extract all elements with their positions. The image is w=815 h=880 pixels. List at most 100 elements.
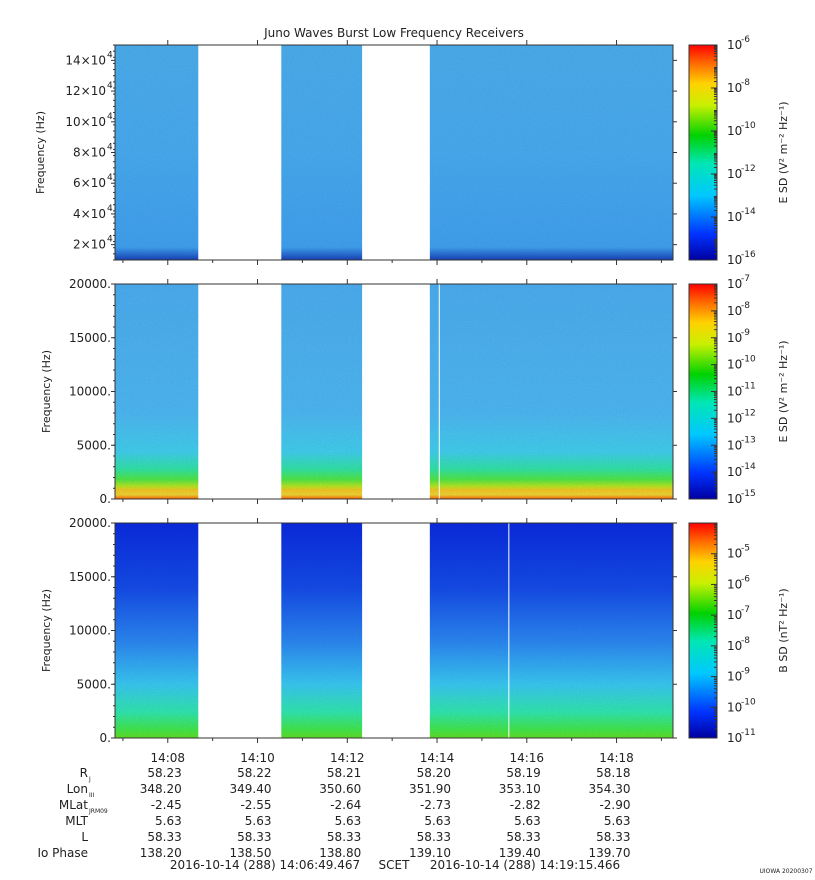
colorbar-tick-base: 10	[727, 331, 742, 345]
ephemeris-row-subscript: III	[89, 792, 95, 799]
colorbar-tick-base: 10	[727, 304, 742, 318]
colorbar-tick-exponent: -5	[741, 544, 750, 554]
y-axis-label: Frequency (Hz)	[40, 589, 53, 672]
colorbar	[688, 522, 718, 739]
colorbar-tick-base: 10	[727, 492, 742, 506]
ephemeris-table: R J 58.23 58.22 58.21 58.20 58.19 58.18 Lon III 34…	[37, 766, 630, 860]
ephemeris-value: 351.90	[409, 782, 451, 796]
colorbar-tick-base: 10	[727, 124, 742, 138]
ephemeris-value: 348.20	[140, 782, 182, 796]
ephemeris-value: 58.18	[596, 766, 630, 780]
spectrogram-noise	[429, 284, 673, 499]
colorbar-tick-exponent: -12	[741, 408, 756, 418]
panel-2: 0. 5000. 10000. 15000. 20000. Frequency (Hz) 1…	[40, 274, 790, 506]
colorbar-tick-exponent: -14	[741, 207, 756, 217]
ephemeris-row-subscript: JRM09	[88, 808, 108, 815]
colorbar-tick-exponent: -9	[741, 328, 750, 338]
colorbar-tick-base: 10	[727, 547, 742, 561]
colorbar-tick-exponent: -7	[741, 605, 750, 615]
y-tick-label: 6×10	[73, 176, 106, 190]
colorbar-tick-base: 10	[727, 438, 742, 452]
ephemeris-row-label: R	[80, 766, 88, 780]
ephemeris-value: -2.90	[599, 798, 630, 812]
colorbar-tick-base: 10	[727, 167, 742, 181]
colorbar-tick-exponent: -6	[741, 574, 750, 584]
panel-1: 2×10 44×10 46×10 48×10 410×10 412×10 414×10 4Fr…	[34, 35, 790, 267]
y-axis-label: Frequency (Hz)	[34, 111, 47, 194]
ephemeris-value: 58.19	[506, 766, 540, 780]
y-tick-exponent: 4	[107, 235, 113, 245]
y-tick-label: 14×10	[65, 53, 106, 67]
y-tick-label: 2×10	[73, 238, 106, 252]
time-axis: 14:08 14:10 14:12 14:14 14:16 14:18	[122, 40, 662, 765]
ephemeris-value: 58.23	[147, 766, 181, 780]
colorbar-tick-base: 10	[727, 411, 742, 425]
colorbar-tick-base: 10	[727, 670, 742, 684]
colorbar-tick-exponent: -13	[741, 435, 756, 445]
ephemeris-value: 349.40	[230, 782, 272, 796]
ephemeris-value: 58.33	[596, 830, 630, 844]
figure-title: Juno Waves Burst Low Frequency Receivers	[263, 26, 524, 40]
ephemeris-value: 139.10	[409, 846, 451, 860]
colorbar-tick-base: 10	[727, 700, 742, 714]
ephemeris-value: 58.33	[237, 830, 271, 844]
panel-3: 0. 5000. 10000. 15000. 20000. Frequency (Hz) 1…	[40, 516, 790, 745]
y-tick-exponent: 4	[107, 204, 113, 214]
y-axis-label: Frequency (Hz)	[40, 350, 53, 433]
colorbar-tick-base: 10	[727, 465, 742, 479]
ephemeris-row-label: MLT	[65, 814, 88, 828]
ephemeris-value: -2.82	[510, 798, 541, 812]
ephemeris-value: 58.22	[237, 766, 271, 780]
x-tick-label: 14:16	[509, 751, 544, 765]
y-tick-label: 0.	[100, 492, 111, 506]
y-tick-label: 15000.	[69, 570, 111, 584]
y-tick-exponent: 4	[107, 143, 113, 153]
colorbar-tick-exponent: -11	[741, 728, 756, 738]
y-tick-label: 20000.	[69, 516, 111, 530]
colorbar-tick-exponent: -12	[741, 164, 756, 174]
colorbar-tick-exponent: -10	[741, 697, 756, 707]
spectrogram-noise	[115, 284, 199, 499]
spectrogram-noise	[115, 45, 199, 260]
y-tick-exponent: 4	[107, 81, 113, 91]
ephemeris-value: 5.63	[155, 814, 182, 828]
x-tick-label: 14:18	[599, 751, 634, 765]
ephemeris-value: 58.33	[506, 830, 540, 844]
ephemeris-value: 58.33	[417, 830, 451, 844]
colorbar-tick-base: 10	[727, 358, 742, 372]
colorbar-tick-base: 10	[727, 277, 742, 291]
ephemeris-value: 354.30	[589, 782, 631, 796]
ephemeris-row-label: Lon	[67, 782, 88, 796]
ephemeris-value: 5.63	[335, 814, 362, 828]
colorbar-tick-exponent: -8	[741, 301, 750, 311]
ephemeris-value: 5.63	[424, 814, 451, 828]
colorbar-tick-base: 10	[727, 253, 742, 267]
colorbar-tick-exponent: -6	[741, 35, 750, 45]
ephemeris-value: 138.20	[140, 846, 182, 860]
colorbar-tick-base: 10	[727, 38, 742, 52]
colorbar-label: E SD (V² m⁻² Hz⁻¹)	[777, 101, 790, 203]
spectrogram-noise	[281, 523, 363, 738]
ephemeris-value: 350.60	[319, 782, 361, 796]
x-tick-label: 14:08	[150, 751, 185, 765]
colorbar-tick-exponent: -16	[741, 250, 756, 260]
spectrogram-noise	[429, 45, 673, 260]
y-tick-exponent: 4	[107, 173, 113, 183]
y-tick-label: 20000.	[69, 277, 111, 291]
footer-end-time: 2016-10-14 (288) 14:19:15.466	[430, 858, 620, 872]
colorbar-label: B SD (nT² Hz⁻¹)	[777, 588, 790, 672]
y-tick-label: 10000.	[69, 385, 111, 399]
colorbar-tick-exponent: -14	[741, 462, 756, 472]
ephemeris-row-label: Io Phase	[37, 846, 88, 860]
spectrogram-noise	[429, 523, 673, 738]
ephemeris-row-label: MLat	[59, 798, 88, 812]
ephemeris-value: -2.73	[420, 798, 451, 812]
footer-scet-label: SCET	[379, 858, 411, 872]
ephemeris-value: 139.70	[589, 846, 631, 860]
colorbar-tick-exponent: -10	[741, 121, 756, 131]
x-tick-label: 14:10	[240, 751, 275, 765]
colorbar-tick-base: 10	[727, 577, 742, 591]
ephemeris-value: 58.21	[327, 766, 361, 780]
colorbar-tick-exponent: -11	[741, 382, 756, 392]
ephemeris-value: 138.80	[319, 846, 361, 860]
